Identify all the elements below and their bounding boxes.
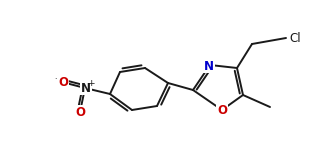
Text: O: O (75, 106, 85, 118)
Text: +: + (87, 80, 95, 89)
Text: N: N (81, 82, 91, 94)
Text: O: O (217, 104, 227, 118)
Text: ⁻: ⁻ (54, 76, 59, 86)
Text: Cl: Cl (289, 31, 301, 45)
Text: O: O (58, 76, 68, 89)
Text: N: N (204, 59, 214, 73)
